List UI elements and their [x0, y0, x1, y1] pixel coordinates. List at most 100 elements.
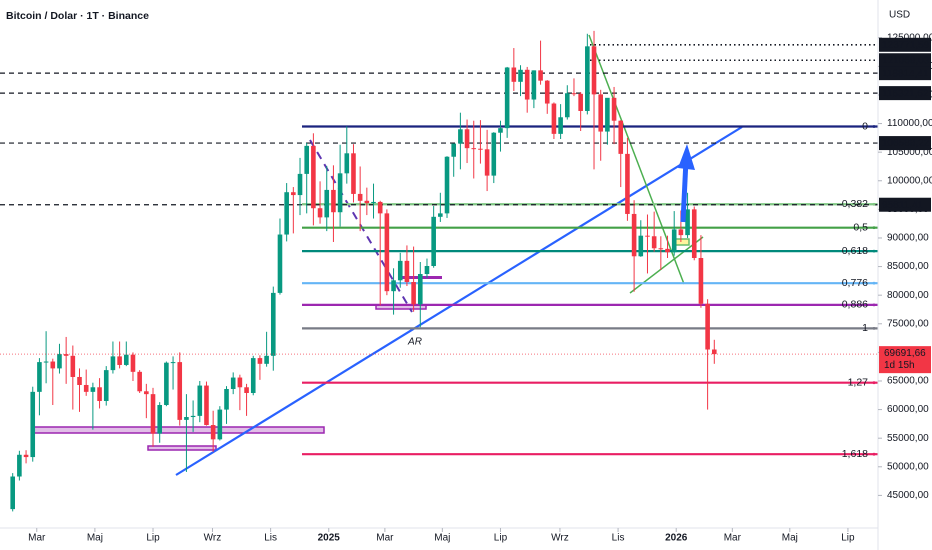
candle-body [291, 192, 296, 196]
price-label-box [879, 86, 931, 101]
fib-dot [872, 381, 876, 385]
y-tick-label: 65000,00 [887, 376, 929, 387]
y-tick-label: 110000,00 [887, 118, 932, 129]
candle-body [123, 354, 129, 365]
candle-body [665, 248, 670, 253]
price-label: 118814,41 [882, 68, 929, 79]
y-tick-label: 85000,00 [887, 261, 929, 272]
candle-body [364, 200, 370, 204]
price-label-box [879, 37, 931, 52]
candle-body [270, 292, 276, 356]
candle-body [17, 454, 22, 477]
candle-body [371, 201, 376, 204]
x-tick-label: Maj [434, 533, 450, 544]
price-label: 106588,22 [882, 138, 930, 149]
candle-body [578, 93, 583, 111]
annotation: AR [407, 337, 422, 348]
candle-body [638, 235, 644, 257]
candle-body [391, 280, 396, 292]
candle-body [625, 153, 630, 214]
candle-body [50, 361, 56, 369]
fib-dot [872, 303, 876, 307]
y-tick-label: 100000,00 [887, 175, 932, 186]
fib-label: 0,382 [842, 198, 868, 210]
currency-label: USD [889, 10, 910, 21]
candle-body [170, 362, 176, 364]
candle-body [551, 103, 557, 134]
x-tick-label: Wrz [204, 533, 222, 544]
candle-body [317, 208, 323, 218]
candle-body [498, 128, 503, 133]
candle-body [618, 120, 624, 154]
candle-body [564, 93, 570, 118]
y-tick-label: 80000,00 [887, 290, 929, 301]
candle-body [117, 356, 122, 365]
x-tick-label: Lip [841, 533, 855, 544]
fib-label: 0,618 [842, 245, 868, 257]
candle-body [571, 93, 577, 95]
candle-body [544, 80, 550, 104]
y-tick-label: 75000,00 [887, 318, 929, 329]
candle-body [37, 362, 42, 392]
candle-body [324, 189, 330, 218]
candle-body [671, 229, 677, 253]
fib-label: 1 [862, 322, 868, 334]
x-tick-label: Maj [87, 533, 103, 544]
y-tick-label: 60000,00 [887, 404, 929, 415]
y-tick-label: 45000,00 [887, 490, 929, 501]
candle-body [611, 97, 617, 121]
candle-body [491, 132, 497, 176]
candle-body [217, 409, 223, 440]
candle-body [224, 388, 229, 410]
fib-dot [872, 326, 876, 330]
fib-label: 0 [862, 120, 868, 132]
fib-dot [872, 249, 876, 253]
candle-body [257, 358, 263, 364]
wedge-line [588, 34, 685, 285]
x-tick-label: 2026 [665, 533, 688, 544]
candle-body [331, 189, 336, 213]
candle-body [351, 153, 356, 194]
candle-body [558, 117, 563, 134]
candle-body [711, 349, 717, 355]
fib-label: 0,5 [853, 221, 868, 233]
chart-title: Bitcoin / Dolar · 1T · Binance [6, 10, 149, 22]
candle-body [484, 149, 490, 176]
candle-body [458, 129, 463, 144]
candle-body [311, 145, 316, 209]
candle-body [150, 394, 156, 434]
candle-body [705, 303, 710, 350]
y-tick-label: 50000,00 [887, 461, 929, 472]
price-label-box [879, 136, 931, 151]
zone-box [147, 445, 217, 451]
candle-body [144, 391, 149, 395]
candle-body [277, 234, 283, 293]
trendline [175, 126, 743, 476]
fib-label: 0,776 [842, 277, 868, 289]
candle-body [297, 173, 303, 196]
x-tick-label: Lip [146, 533, 160, 544]
candle-body [137, 371, 142, 392]
fib-label: 1,618 [842, 448, 868, 460]
candle-body [678, 229, 684, 236]
candle-body [30, 391, 36, 458]
fib-dot [872, 452, 876, 456]
candle-body [377, 201, 383, 214]
fib-dot [872, 202, 876, 206]
candle-body [337, 173, 343, 213]
candle-body [605, 97, 610, 132]
candle-body [685, 209, 690, 236]
candle-body [83, 384, 89, 392]
x-tick-label: Lip [494, 533, 508, 544]
zone-box [31, 426, 325, 434]
candle-body [57, 354, 62, 369]
arrow-head [678, 144, 695, 170]
candle-body [631, 213, 637, 257]
y-tick-label: 55000,00 [887, 433, 929, 444]
candle-body [177, 362, 183, 420]
last-price-box [879, 346, 931, 374]
candle-body [424, 266, 430, 275]
candle-body [698, 257, 704, 304]
candle-body [230, 377, 236, 389]
